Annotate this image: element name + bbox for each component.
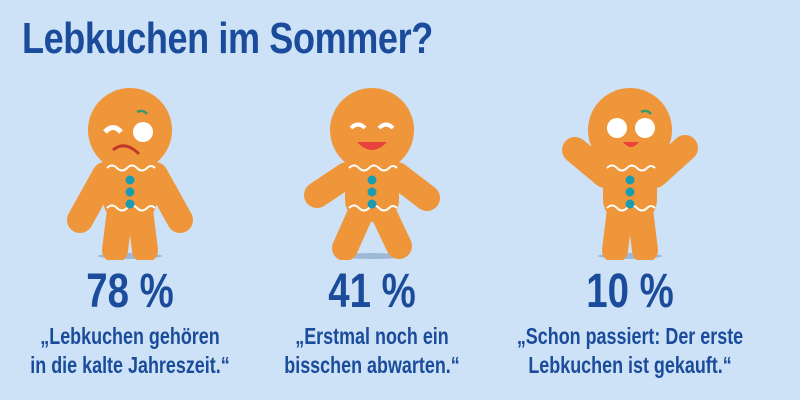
- quote-line-1: „Lebkuchen gehören: [40, 323, 220, 349]
- stat-column-2: 41 % „Erstmal noch ein bisschen abwarten.…: [222, 80, 522, 380]
- quote-line-2: bisschen abwarten.“: [284, 352, 460, 378]
- stat-column-3: 10 % „Schon passiert: Der erste Lebkuchen…: [480, 80, 780, 380]
- percent-value: 10 %: [586, 265, 674, 318]
- quote-line-1: „Schon passiert: Der erste: [516, 323, 744, 349]
- quote-line-2: Lebkuchen ist gekauft.“: [528, 352, 732, 378]
- quote-line-2: in die kalte Jahreszeit.“: [30, 352, 230, 378]
- percent-value: 78 %: [86, 265, 174, 318]
- percent-value: 41 %: [328, 265, 416, 318]
- quote-text: „Lebkuchen gehören in die kalte Jahreszei…: [13, 322, 247, 380]
- happy-gingerbread-icon: [304, 88, 440, 260]
- page-title: Lebkuchen im Sommer?: [22, 14, 433, 63]
- stat-column-1: 78 % „Lebkuchen gehören in die kalte Jahr…: [0, 80, 280, 380]
- quote-text: „Erstmal noch ein bisschen abwarten.“: [255, 322, 489, 380]
- sad-gingerbread-icon: [67, 88, 193, 260]
- quote-line-1: „Erstmal noch ein: [295, 323, 449, 349]
- quote-text: „Schon passiert: Der erste Lebkuchen ist …: [513, 322, 747, 380]
- cheering-gingerbread-icon: [562, 88, 698, 260]
